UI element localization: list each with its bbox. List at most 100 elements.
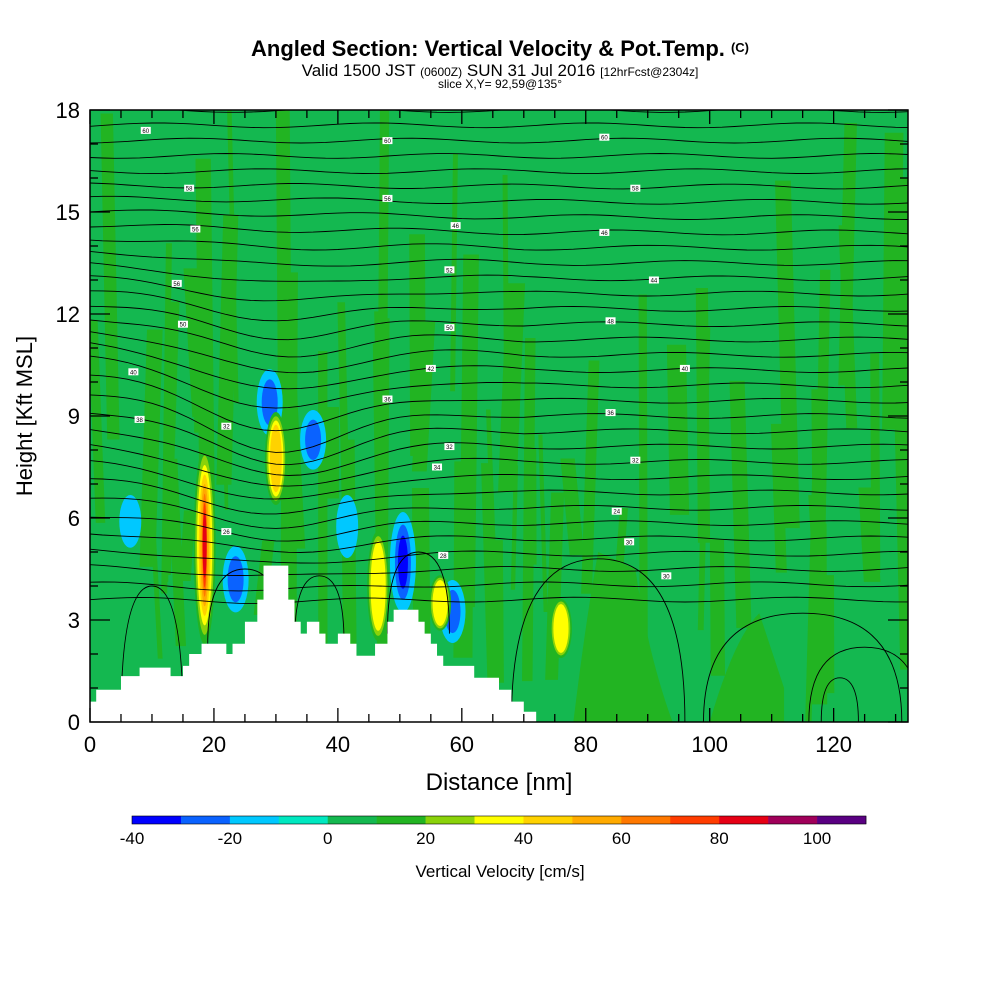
isentrope-line [90, 209, 908, 220]
weak-updraft-streak [377, 110, 390, 390]
x-axis: 0 20 40 60 80 100 120 Distance [nm] [84, 110, 897, 796]
colorbar-swatch [327, 816, 377, 824]
x-tick-label: 60 [450, 732, 474, 757]
weak-updraft-streak [899, 177, 908, 426]
isentrope-line [90, 429, 908, 476]
colorbar-tick-label: 20 [416, 829, 435, 848]
y-tick-label: 0 [68, 710, 80, 735]
isentrope-line [90, 122, 908, 129]
isentropes [90, 92, 908, 722]
valid-z: (0600Z) [420, 65, 463, 79]
isentrope-line [90, 92, 908, 97]
isentrope-labels: 60 60 60 58 56 58 56 46 46 56 52 44 50 50 48 40 42 40 38 32… [128, 126, 690, 580]
isentrope-label-bg [450, 222, 461, 230]
colorbar-swatch [768, 816, 818, 824]
isentrope-label-bg [648, 276, 659, 284]
weak-updraft-streak [560, 458, 585, 555]
isentrope-label: 32 [223, 425, 230, 431]
isentrope-line [90, 182, 908, 190]
isentrope-label-bg [444, 324, 455, 332]
isentrope-label: 50 [180, 323, 187, 329]
isentrope-label-bg [444, 266, 455, 274]
weak-updraft-region [709, 613, 785, 722]
y-tick-label: 15 [56, 200, 80, 225]
isentrope-line [90, 331, 908, 374]
isentrope-arc [294, 575, 345, 644]
colorbar-swatch [523, 816, 573, 824]
isentrope-line [90, 153, 908, 159]
isentrope-line [90, 460, 908, 500]
weak-updraft-streak [275, 110, 292, 421]
isentrope-label-bg [140, 126, 151, 134]
colorbar-swatch [572, 816, 622, 824]
valid-prefix: Valid 1500 JST [301, 61, 416, 80]
isentrope-arc [808, 646, 908, 722]
weak-updraft-streak [222, 415, 229, 510]
weak-updraft-streak [90, 319, 106, 523]
weak-updraft-streak [858, 487, 881, 582]
isentrope-label-bg [661, 572, 672, 580]
isentrope-line [90, 250, 908, 267]
isentrope-line [90, 342, 908, 390]
colorbar-swatch [180, 816, 231, 824]
weak-updraft-streak [522, 338, 536, 682]
isentrope-label-bg [177, 320, 188, 328]
isentrope-label-bg [630, 184, 641, 192]
isentrope-arc [120, 585, 184, 722]
weak-updraft-streak [195, 158, 216, 522]
weak-updraft-streak [581, 360, 600, 594]
isentrope-label: 56 [384, 197, 391, 203]
isentrope-line [90, 137, 908, 144]
isentrope-line [90, 224, 908, 236]
isentrope-label-bg [221, 422, 232, 430]
y-tick-label: 3 [68, 608, 80, 633]
isentrope-label: 46 [601, 231, 608, 237]
weak-updraft-streak [709, 539, 726, 676]
colorbar-swatch [474, 816, 524, 824]
weak-updraft-region [573, 552, 673, 722]
downdraft-mid [227, 556, 244, 603]
x-axis-label: Distance [nm] [426, 769, 573, 796]
colorbar-tick-label: -40 [120, 829, 145, 848]
weak-updraft-streak [666, 344, 690, 515]
isentrope-label-bg [599, 133, 610, 141]
isentrope-label-bg [630, 456, 641, 464]
weak-updraft-streak [409, 234, 426, 456]
y-tick-label: 12 [56, 302, 80, 327]
weak-updraft-streak [498, 283, 526, 492]
isentrope-line [90, 394, 908, 453]
isentrope-label: 40 [682, 367, 689, 373]
colorbar-tick-label: 0 [323, 829, 332, 848]
isentrope-label-bg [679, 364, 690, 372]
updraft-contour [202, 512, 207, 578]
isentrope-label-bg [425, 364, 436, 372]
downdraft-outer [119, 495, 142, 548]
slice-info: slice X,Y= 92,59@135° [437, 77, 563, 91]
isentrope-label: 38 [136, 418, 143, 424]
isentrope-label: 26 [223, 530, 230, 536]
updraft-contour [553, 604, 569, 653]
isentrope-label: 46 [452, 224, 459, 230]
isentrope-line [90, 319, 908, 358]
isentrope-label-bg [382, 137, 393, 145]
isentrope-label-bg [432, 463, 443, 471]
valid-date: SUN 31 Jul 2016 [466, 61, 596, 80]
x-tick-label: 20 [202, 732, 226, 757]
isentrope-line [90, 596, 908, 605]
isentrope-label-bg [624, 538, 635, 546]
isentrope-line [90, 290, 908, 322]
isentrope-label: 30 [663, 574, 670, 580]
isentrope-label-bg [221, 528, 232, 536]
isentrope-label: 32 [446, 445, 453, 451]
isentrope-label-bg [171, 279, 182, 287]
title-text: Angled Section: Vertical Velocity & Pot.… [251, 36, 725, 61]
isentrope-label: 36 [384, 398, 391, 404]
weak-updraft-streak [139, 329, 163, 567]
isentrope-label-bg [134, 415, 145, 423]
weak-updraft-streak [775, 180, 800, 529]
weak-updraft-streak [179, 510, 196, 582]
isentrope-arc [820, 677, 859, 722]
colorbar-swatch [278, 816, 329, 824]
isentrope-line [90, 262, 908, 282]
